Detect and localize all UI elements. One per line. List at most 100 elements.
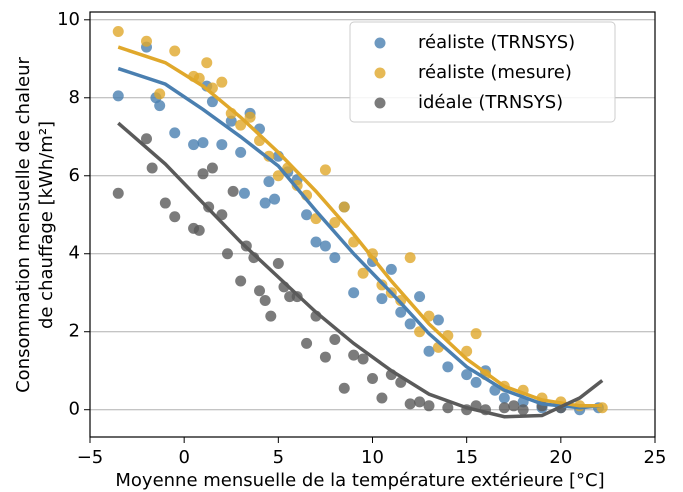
legend: réaliste (TRNSYS) réaliste (mesure) idéale… — [349, 21, 616, 123]
y-tick-label: 2 — [69, 321, 80, 342]
point — [319, 351, 331, 363]
y-tick-label: 4 — [69, 243, 80, 264]
point — [154, 100, 166, 112]
point — [259, 295, 271, 307]
point — [461, 345, 473, 357]
point — [404, 252, 416, 264]
point — [244, 111, 256, 123]
x-tick-label: 10 — [361, 447, 384, 468]
plot-frame — [89, 11, 656, 438]
point — [235, 146, 247, 158]
point — [338, 201, 350, 213]
point — [310, 236, 322, 248]
point — [216, 139, 228, 151]
point — [141, 35, 152, 47]
point — [348, 349, 360, 361]
legend-marker — [374, 37, 386, 49]
point — [201, 57, 213, 69]
legend-marker — [374, 67, 386, 79]
point — [169, 127, 181, 139]
point — [221, 248, 233, 260]
point — [254, 285, 265, 297]
point — [442, 361, 454, 373]
point — [357, 353, 369, 365]
point — [423, 345, 435, 357]
legend-box — [349, 21, 616, 123]
point — [238, 187, 250, 199]
point — [159, 197, 171, 209]
point — [269, 193, 281, 205]
x-tick-label: 0 — [178, 447, 189, 468]
y-tick-label: 8 — [69, 87, 80, 108]
point — [227, 185, 239, 197]
legend-marker — [374, 97, 386, 109]
legend-label: idéale (TRNSYS) — [418, 92, 563, 113]
point — [206, 96, 218, 108]
point — [319, 164, 331, 176]
point — [508, 400, 520, 412]
point — [154, 88, 166, 100]
point — [414, 291, 426, 303]
point — [265, 310, 277, 322]
x-tick-label: 15 — [455, 447, 478, 468]
fit-curve — [117, 66, 603, 410]
y-axis-label: Consommation mensuelle de chaleur — [13, 57, 34, 393]
point — [376, 392, 388, 404]
point — [112, 187, 124, 199]
point — [517, 404, 529, 416]
point — [423, 400, 435, 412]
point — [197, 137, 209, 149]
point — [470, 376, 482, 388]
point — [461, 369, 473, 381]
point — [376, 293, 388, 305]
point — [338, 382, 350, 394]
point — [112, 25, 124, 37]
point — [404, 398, 416, 410]
point — [112, 90, 124, 102]
x-axis-label: Moyenne mensuelle de la température exté… — [115, 470, 604, 491]
x-tick-label: 20 — [549, 447, 572, 468]
legend-label: réaliste (TRNSYS) — [418, 32, 575, 53]
point — [259, 197, 271, 209]
point — [329, 217, 341, 229]
point — [470, 328, 482, 340]
point — [206, 162, 218, 174]
fit-curve — [117, 45, 603, 408]
point — [395, 306, 407, 318]
point — [146, 162, 158, 174]
y-tick-label: 0 — [69, 399, 80, 420]
point — [385, 263, 397, 275]
x-tick-label: −5 — [77, 447, 104, 468]
point — [216, 76, 228, 88]
y-axis-label: de chauffage [kWh/m²] — [36, 121, 57, 329]
point — [197, 168, 209, 180]
point — [272, 257, 284, 269]
point — [235, 119, 247, 131]
fit-curve — [117, 121, 604, 419]
x-tick-label: 5 — [273, 447, 284, 468]
point — [404, 318, 416, 330]
point — [498, 402, 510, 414]
point — [235, 275, 247, 287]
legend-label: réaliste (mesure) — [418, 62, 572, 83]
point — [357, 267, 369, 279]
y-tick-label: 10 — [57, 9, 80, 30]
point — [432, 314, 444, 326]
point — [272, 170, 284, 182]
point — [301, 209, 313, 221]
point — [329, 252, 341, 264]
x-tick-label: 25 — [644, 447, 667, 468]
point — [193, 224, 205, 236]
point — [169, 211, 181, 223]
point — [263, 176, 275, 188]
point — [367, 373, 378, 385]
point — [188, 139, 200, 151]
point — [141, 133, 152, 145]
point — [329, 334, 341, 346]
point — [319, 240, 331, 252]
point — [442, 402, 454, 414]
point — [348, 287, 360, 299]
point — [284, 291, 296, 303]
y-tick-label: 6 — [69, 165, 80, 186]
